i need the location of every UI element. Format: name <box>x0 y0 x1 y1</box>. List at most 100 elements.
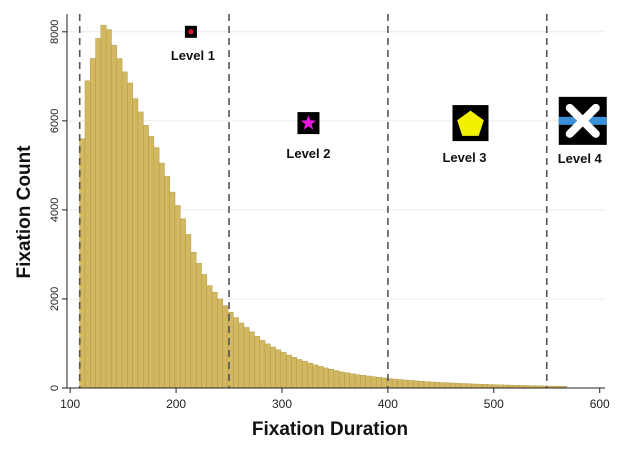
level-annotation-1: Level 1 <box>171 25 215 63</box>
y-tick-label: 2000 <box>49 287 61 311</box>
histogram-bar <box>206 285 213 389</box>
histogram-bar <box>217 298 223 389</box>
histogram-bar <box>137 111 144 389</box>
histogram-bar <box>407 380 414 389</box>
histogram-bar <box>90 58 96 389</box>
histogram-bar <box>180 218 186 389</box>
histogram-bar <box>264 343 271 389</box>
threshold-lines <box>78 14 548 388</box>
histogram-bar <box>476 383 483 389</box>
histogram-bar <box>132 98 139 389</box>
histogram-bar <box>280 352 287 389</box>
histogram-bar <box>153 147 160 389</box>
histogram-bar <box>275 349 282 389</box>
histogram-bar <box>195 263 202 389</box>
pentagon-icon <box>457 110 484 136</box>
histogram-bar <box>460 383 467 389</box>
histogram-bar <box>391 378 398 389</box>
histogram-bar <box>291 357 298 389</box>
histogram-bar <box>317 366 324 389</box>
x-tick-label: 200 <box>166 397 186 411</box>
histogram-bar <box>84 80 91 389</box>
histogram-bar <box>333 370 340 389</box>
histogram-bar <box>423 381 430 389</box>
histogram-bar <box>365 375 372 389</box>
histogram-bar <box>143 125 149 389</box>
histogram-bar <box>301 361 308 389</box>
histogram-bar <box>190 251 197 389</box>
level-annotations: Level 1 Level 2 Level 3 Level 4 <box>171 25 607 166</box>
y-axis-title: Fixation Count <box>14 145 35 279</box>
histogram-bar <box>174 205 181 389</box>
x-ticks: 100 200 300 400 500 600 <box>60 388 610 411</box>
histogram-bars <box>79 24 568 389</box>
histogram-bar <box>349 373 356 389</box>
histogram-bar <box>238 322 245 389</box>
histogram-bar <box>100 24 107 389</box>
histogram-bar <box>211 292 218 389</box>
level-annotation-2: Level 2 <box>286 112 331 161</box>
histogram-bar <box>360 375 366 389</box>
y-tick-label: 0 <box>49 385 61 391</box>
histogram-bar <box>105 29 112 389</box>
histogram-bar <box>444 382 451 389</box>
y-ticks: 0 2000 4000 6000 8000 <box>49 20 67 391</box>
x-tick-label: 100 <box>60 397 80 411</box>
histogram-bar <box>344 372 351 389</box>
histogram-bar <box>323 367 329 389</box>
level-annotation-3: Level 3 <box>442 105 489 165</box>
histogram-bar <box>338 371 345 389</box>
histogram-bar <box>471 383 478 389</box>
histogram-bar <box>312 364 319 389</box>
histogram-bar <box>259 340 266 389</box>
y-tick-label: 4000 <box>49 198 61 222</box>
histogram-bar <box>397 379 403 389</box>
x-tick-label: 600 <box>590 397 610 411</box>
histogram-bar <box>375 377 382 389</box>
level-annotation-4: Level 4 <box>558 96 607 166</box>
level-1-label: Level 1 <box>171 48 215 63</box>
histogram-bar <box>185 234 192 389</box>
histogram-bar <box>116 58 123 389</box>
histogram-bar <box>439 382 446 389</box>
histogram-bar <box>418 381 425 389</box>
histogram-bar <box>450 382 456 389</box>
histogram-bar <box>158 162 165 389</box>
histogram-bar <box>307 362 313 389</box>
histogram-bar <box>148 136 155 389</box>
red-dot-icon <box>188 29 194 35</box>
histogram-bar <box>127 82 133 389</box>
histogram-bar <box>434 382 441 389</box>
histogram-bar <box>381 377 388 389</box>
histogram-bar <box>328 369 335 389</box>
histogram-bar <box>487 384 493 389</box>
star-icon <box>300 115 317 130</box>
histogram-bar <box>428 381 435 389</box>
histogram-bar <box>95 38 102 389</box>
histogram-bar <box>164 176 170 389</box>
histogram-bar <box>248 331 255 389</box>
y-tick-label: 8000 <box>49 20 61 44</box>
histogram-bar <box>285 354 292 389</box>
histogram-bar <box>413 380 419 389</box>
histogram-bar <box>169 191 176 389</box>
axes <box>66 14 605 389</box>
x-cross-icon <box>565 103 600 138</box>
level-3-label: Level 3 <box>442 150 486 165</box>
histogram-bar <box>243 327 250 389</box>
histogram-bar <box>481 384 488 389</box>
x-tick-label: 300 <box>272 397 292 411</box>
histogram-bar <box>233 317 239 389</box>
y-tick-label: 6000 <box>49 109 61 133</box>
level-4-label: Level 4 <box>558 151 603 166</box>
histogram-bar <box>296 359 303 389</box>
histogram-bar <box>111 44 118 389</box>
level-2-label: Level 2 <box>286 146 330 161</box>
histogram-bar <box>201 274 208 389</box>
histogram-bar <box>466 383 472 389</box>
histogram-bar <box>402 379 409 389</box>
histogram-bar <box>455 383 462 389</box>
histogram-bar <box>222 305 229 389</box>
